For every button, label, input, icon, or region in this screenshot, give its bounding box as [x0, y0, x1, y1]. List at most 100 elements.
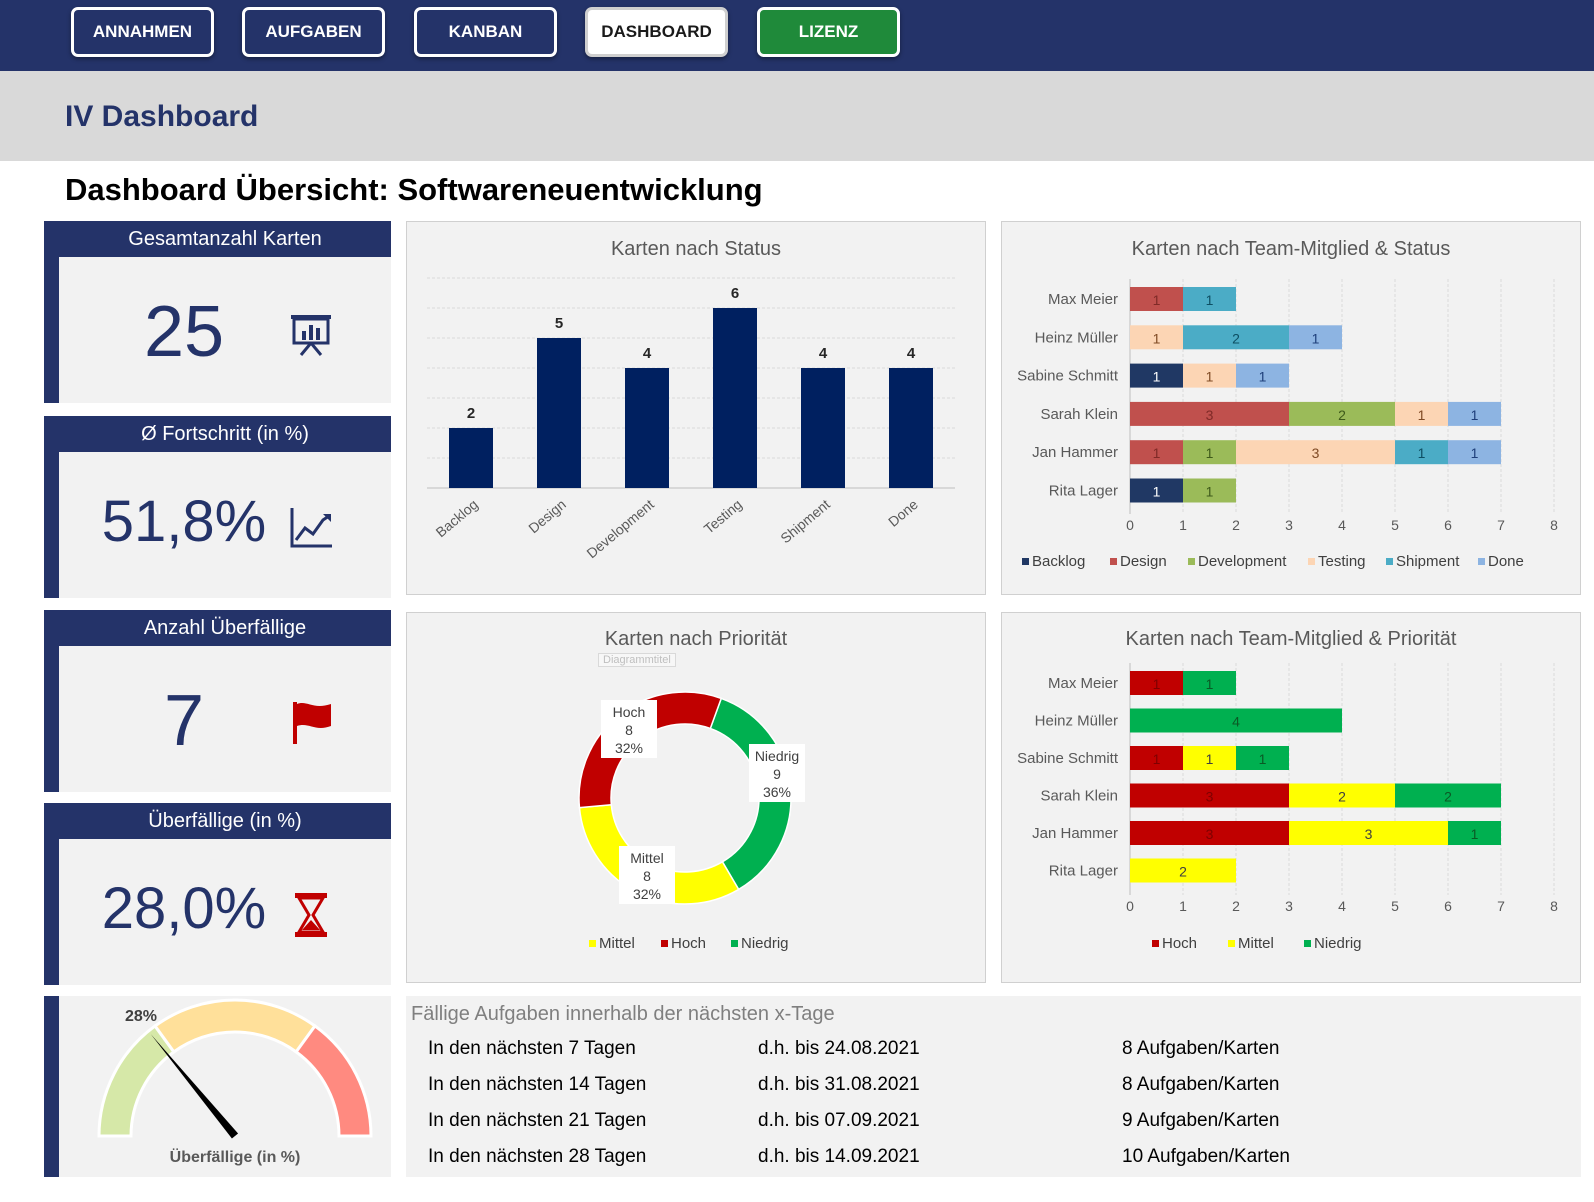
bar-segment	[1183, 440, 1236, 465]
bar-segment	[1236, 440, 1395, 465]
bar-segment	[1130, 708, 1342, 733]
legend-label: Hoch	[1162, 935, 1197, 952]
data-label: 3	[1365, 826, 1373, 842]
x-tick-label: Development	[583, 496, 657, 561]
y-tick-label: Jan Hammer	[1032, 825, 1118, 842]
data-label: 3	[1206, 407, 1214, 423]
legend-swatch	[1110, 558, 1117, 565]
data-label: 1	[1153, 369, 1161, 385]
legend-swatch	[1022, 558, 1029, 565]
kpi-label: Überfällige (in %)	[59, 803, 391, 839]
legend-swatch	[1152, 940, 1159, 947]
bar-segment	[1183, 287, 1236, 311]
data-label-name: Mittel	[630, 850, 663, 866]
presentation-chart-icon	[291, 315, 331, 356]
bar-segment	[1289, 821, 1448, 845]
data-label: 1	[1312, 330, 1320, 346]
x-tick-label: 2	[1232, 898, 1240, 914]
due-count: 8 Aufgaben/Karten	[1122, 1038, 1280, 1059]
bar-segment	[1130, 858, 1236, 883]
data-label: 1	[1259, 751, 1267, 767]
bar-segment	[1395, 783, 1501, 808]
legend-label: Shipment	[1396, 553, 1460, 570]
gauge-chart: 28% Überfällige (in %)	[97, 998, 373, 1166]
bar-segment	[1130, 440, 1183, 465]
due-row: In den nächsten 28 Tagen d.h. bis 14.09.…	[406, 1146, 1581, 1176]
bar-segment	[1236, 363, 1289, 388]
x-tick-label: 6	[1444, 517, 1452, 533]
x-tick-label: 8	[1550, 517, 1558, 533]
x-tick-label: 4	[1338, 517, 1346, 533]
due-row: In den nächsten 21 Tagen d.h. bis 07.09.…	[406, 1110, 1581, 1140]
x-tick-label: 8	[1550, 898, 1558, 914]
bar	[449, 428, 493, 488]
data-label: 1	[1153, 484, 1161, 500]
section-header-bar	[0, 71, 1594, 161]
gauge-value-label: 28%	[125, 1008, 157, 1025]
x-tick-label: Testing	[701, 496, 745, 537]
data-label: 2	[467, 405, 475, 422]
data-label: 1	[1153, 751, 1161, 767]
nav-button-aufgaben[interactable]: AUFGABEN	[242, 7, 385, 57]
nav-button-kanban[interactable]: KANBAN	[414, 7, 557, 57]
nav-button-dashboard[interactable]: DASHBOARD	[585, 7, 728, 57]
kpi-label: Gesamtanzahl Karten	[59, 221, 391, 257]
legend-label: Niedrig	[1314, 935, 1362, 952]
y-tick-label: Sarah Klein	[1040, 406, 1118, 423]
kpi-card-total: Gesamtanzahl Karten 25	[44, 221, 391, 403]
legend-label: Development	[1198, 553, 1287, 570]
bar-segment	[1183, 478, 1236, 503]
bar-segment	[1130, 478, 1183, 503]
data-label: 1	[1153, 676, 1161, 692]
bar-segment	[1289, 401, 1395, 426]
chart-status-panel: Karten nach Status 2 Backlog 5 Design 4 Devel…	[406, 221, 986, 595]
nav-button-lizenz[interactable]: LIZENZ	[757, 7, 900, 57]
data-label-percent: 32%	[615, 740, 643, 756]
legend-label: Design	[1120, 553, 1167, 570]
x-tick-label: 5	[1391, 898, 1399, 914]
legend-label: Testing	[1318, 553, 1366, 570]
data-label: 5	[555, 315, 563, 332]
data-label-value: 8	[625, 722, 633, 738]
bar	[537, 338, 581, 488]
data-label: 1	[1206, 292, 1214, 308]
data-label: 1	[1206, 445, 1214, 461]
bar-segment	[1395, 401, 1448, 426]
kpi-card-progress: Ø Fortschritt (in %) 51,8%	[44, 416, 391, 598]
x-tick-label: 7	[1497, 898, 1505, 914]
kpi-label: Anzahl Überfällige	[59, 610, 391, 646]
data-label: 1	[1471, 826, 1479, 842]
bar	[889, 368, 933, 488]
data-label-percent: 32%	[633, 886, 661, 902]
bar-segment	[1236, 746, 1289, 770]
legend-swatch	[661, 940, 668, 947]
x-tick-label: Design	[525, 496, 569, 536]
legend-swatch	[1308, 558, 1315, 565]
due-date: d.h. bis 07.09.2021	[758, 1110, 920, 1131]
data-label: 2	[1338, 789, 1346, 805]
bar-segment	[1130, 287, 1183, 311]
data-label: 1	[1153, 445, 1161, 461]
data-label-box	[619, 846, 675, 904]
data-label-value: 8	[643, 868, 651, 884]
gauge-segment	[152, 998, 318, 1054]
x-tick-label: 0	[1126, 517, 1134, 533]
y-tick-label: Jan Hammer	[1032, 444, 1118, 461]
data-label-box	[749, 744, 805, 802]
bar-segment	[1130, 783, 1289, 808]
due-count: 10 Aufgaben/Karten	[1122, 1146, 1290, 1167]
data-label-name: Niedrig	[755, 748, 799, 764]
kpi-card-overdue-percent: Überfällige (in %) 28,0%	[44, 803, 391, 985]
due-tasks-title: Fällige Aufgaben innerhalb der nächsten …	[411, 1003, 835, 1025]
gauge-segment	[97, 1023, 176, 1138]
data-label: 3	[1206, 789, 1214, 805]
legend-swatch	[1386, 558, 1393, 565]
data-label: 2	[1444, 789, 1452, 805]
kpi-value: 25	[143, 292, 225, 372]
due-date: d.h. bis 24.08.2021	[758, 1038, 920, 1059]
nav-button-annahmen[interactable]: ANNAHMEN	[71, 7, 214, 57]
data-label: 1	[1418, 445, 1426, 461]
y-tick-label: Sabine Schmitt	[1017, 750, 1119, 767]
bar-segment	[1289, 783, 1395, 808]
kpi-value: 7	[163, 681, 205, 761]
